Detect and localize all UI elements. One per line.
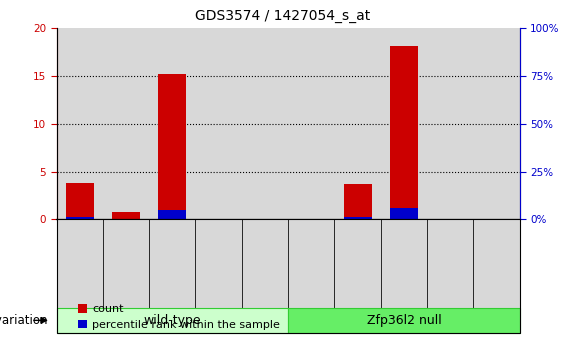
Bar	[344, 184, 372, 219]
Bar	[66, 217, 94, 219]
Text: wild-type: wild-type	[144, 314, 201, 327]
Bar	[427, 28, 473, 219]
Bar	[390, 208, 418, 219]
Bar	[242, 28, 288, 219]
Bar	[158, 74, 186, 219]
Bar	[158, 210, 186, 219]
Bar	[56, 28, 103, 219]
Bar	[473, 28, 520, 219]
Bar	[66, 183, 94, 219]
Bar	[390, 46, 418, 219]
Bar	[334, 28, 381, 219]
Bar	[112, 212, 140, 219]
Bar	[344, 217, 372, 219]
Legend: count, percentile rank within the sample: count, percentile rank within the sample	[73, 299, 285, 334]
Text: genotype/variation: genotype/variation	[0, 314, 51, 327]
Bar	[149, 28, 195, 219]
Bar	[103, 28, 149, 219]
Bar	[288, 28, 334, 219]
Text: Zfp36l2 null: Zfp36l2 null	[367, 314, 441, 327]
Bar	[195, 28, 242, 219]
Text: GDS3574 / 1427054_s_at: GDS3574 / 1427054_s_at	[195, 9, 370, 23]
Bar	[381, 28, 427, 219]
